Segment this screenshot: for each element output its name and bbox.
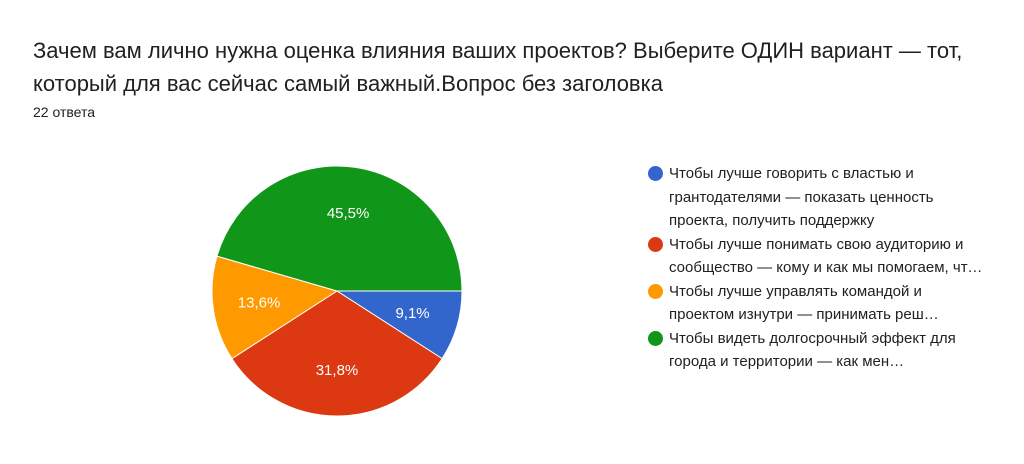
legend-item[interactable]: Чтобы лучше понимать свою аудиторию и со… [648, 233, 988, 280]
legend-label: Чтобы видеть долгосрочный эффект для гор… [669, 329, 956, 371]
legend-label: Чтобы лучше понимать свою аудиторию и со… [669, 235, 976, 277]
legend-label: Чтобы лучше управлять командой и проекто… [669, 282, 939, 324]
pie-slice-label-2: 13,6% [238, 294, 281, 311]
chart-legend: Чтобы лучше говорить с властью и грантод… [648, 162, 988, 374]
legend-item[interactable]: Чтобы видеть долгосрочный эффект для гор… [648, 327, 988, 374]
legend-color-dot [648, 283, 663, 299]
pie-slice-3[interactable] [216, 165, 463, 292]
pie-slice-2[interactable] [211, 255, 339, 360]
question-title: Зачем вам лично нужна оценка влияния ваш… [33, 38, 963, 96]
pie-slice-1[interactable] [231, 290, 443, 417]
response-count: 22 ответа [33, 104, 95, 120]
legend-color-dot [648, 330, 663, 346]
legend-label: Чтобы лучше говорить с властью и грантод… [669, 165, 934, 229]
legend-color-dot [648, 236, 663, 252]
pie-slice-label-0: 9,1% [395, 305, 429, 322]
legend-item[interactable]: Чтобы лучше говорить с властью и грантод… [648, 162, 988, 233]
pie-slice-label-3: 45,5% [327, 205, 370, 222]
legend-item[interactable]: Чтобы лучше управлять командой и проекто… [648, 280, 988, 327]
pie-slice-label-1: 31,8% [316, 362, 359, 379]
legend-color-dot [648, 166, 663, 181]
pie-chart: 9,1% 31,8% 13,6% 45,5% [211, 165, 463, 417]
